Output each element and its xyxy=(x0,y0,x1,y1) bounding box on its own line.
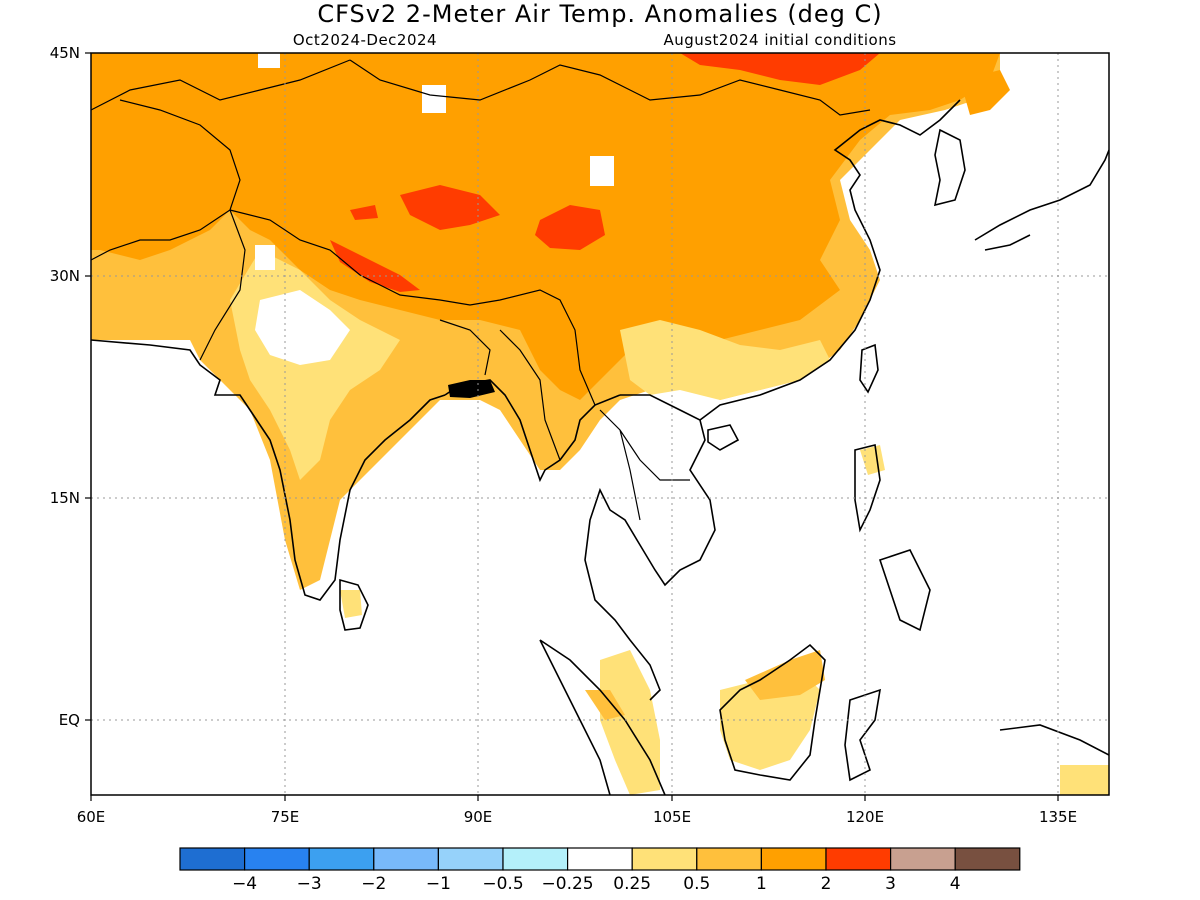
legend-swatch xyxy=(566,847,633,871)
coast-mindanao xyxy=(878,549,931,632)
legend-label: 0.25 xyxy=(613,874,651,894)
legend-swatch xyxy=(244,847,310,871)
anomaly-region-2-3-himalaya xyxy=(330,240,420,292)
y-axis-labels: 45N 30N 15N EQ xyxy=(50,44,80,729)
coast-hainan xyxy=(707,424,740,451)
figure-title: CFSv2 2-Meter Air Temp. Anomalies (deg C… xyxy=(317,0,882,28)
anomaly-region-2-3-tibet-east xyxy=(535,205,605,250)
anomaly-region-0.25-0.5-sumatra xyxy=(600,650,660,795)
initial-conditions: August2024 initial conditions xyxy=(663,31,896,49)
lat-label: 45N xyxy=(50,44,80,62)
coast-luzon xyxy=(854,444,881,533)
border-central-asia xyxy=(91,59,351,111)
coast-sumatra xyxy=(539,639,666,795)
legend-label: 2 xyxy=(821,874,832,894)
coast-newguinea xyxy=(999,724,1109,756)
legend-label: −1 xyxy=(426,874,451,894)
anomaly-region-0.5-1-malaya xyxy=(585,690,625,720)
ganges-delta xyxy=(448,380,495,398)
x-axis-labels: 60E 75E 90E 105E 120E 135E xyxy=(77,808,1077,826)
coast-japan xyxy=(974,149,1109,251)
border-bangladesh xyxy=(439,319,491,376)
anomaly-region-2-3-north xyxy=(680,53,880,85)
legend-swatch xyxy=(696,847,762,871)
anomaly-region-2-3-small xyxy=(350,205,378,220)
lon-label: 90E xyxy=(464,808,493,826)
lon-label: 135E xyxy=(1039,808,1077,826)
legend-swatch xyxy=(373,847,439,871)
legend-swatch xyxy=(954,847,1021,871)
coast-korea xyxy=(933,128,966,207)
legend-swatch xyxy=(889,847,956,871)
coast-taiwan xyxy=(859,343,879,394)
anomaly-region-0.25-0.5-srilanka xyxy=(340,590,362,618)
legend-label: −4 xyxy=(232,874,257,894)
lon-label: 105E xyxy=(653,808,691,826)
lat-label: EQ xyxy=(59,711,80,729)
legend-swatch xyxy=(825,847,892,871)
legend-swatch xyxy=(437,847,504,871)
legend-label: −0.5 xyxy=(482,874,523,894)
legend-swatch xyxy=(179,847,246,871)
legend-label: 3 xyxy=(885,874,896,894)
near-zero-patch-india-north xyxy=(255,290,350,365)
legend-label: 4 xyxy=(950,874,961,894)
anomaly-region-0.5-1-borneo-north xyxy=(745,650,825,700)
coast-indochina xyxy=(584,394,716,701)
near-zero-patch-top xyxy=(258,53,280,68)
lon-label: 75E xyxy=(271,808,300,826)
near-zero-patch-qinghai xyxy=(590,156,614,186)
border-pakistan-india xyxy=(199,209,246,361)
coast-borneo xyxy=(719,643,826,781)
legend-label: 1 xyxy=(756,874,767,894)
country-borders xyxy=(91,59,871,521)
border-himalaya xyxy=(229,209,596,406)
coast-india-west xyxy=(91,339,446,601)
border-indochina xyxy=(599,409,690,521)
legend-label: 0.5 xyxy=(683,874,710,894)
coast-china xyxy=(699,99,961,421)
border-china-mongolia xyxy=(349,59,871,116)
color-legend: −4 −3 −2 −1 −0.5 −0.25 0.25 0.5 1 2 3 4 xyxy=(179,847,1021,894)
near-zero-patch-pakistan xyxy=(255,245,275,270)
legend-label: −3 xyxy=(297,874,322,894)
legend-swatch xyxy=(760,847,827,871)
lat-label: 15N xyxy=(50,489,80,507)
map-plot-area xyxy=(91,53,1109,795)
near-zero-patch-mongolia xyxy=(422,85,446,113)
map-frame xyxy=(90,52,1110,796)
coastlines xyxy=(91,99,1109,795)
lon-label: 60E xyxy=(77,808,106,826)
anomaly-region-1-2-east xyxy=(960,70,1010,115)
anomaly-region-0.25-0.5-newguinea xyxy=(1060,765,1109,795)
coast-srilanka xyxy=(339,578,369,631)
border-afghanistan xyxy=(91,99,241,261)
legend-label: −0.25 xyxy=(542,874,594,894)
legend-swatch xyxy=(308,847,375,871)
forecast-period: Oct2024-Dec2024 xyxy=(293,31,437,49)
border-myanmar xyxy=(499,329,561,461)
legend-swatch xyxy=(631,847,698,871)
lon-label: 120E xyxy=(846,808,884,826)
anomaly-region-2-3-tibet-west xyxy=(400,185,500,230)
lat-label: 30N xyxy=(50,267,80,285)
legend-label: −2 xyxy=(361,874,386,894)
axis-ticks xyxy=(85,52,1059,801)
grid-lines xyxy=(91,53,1109,795)
anomaly-region-0.25-0.5-china-south xyxy=(620,320,830,400)
legend-swatch xyxy=(502,847,569,871)
